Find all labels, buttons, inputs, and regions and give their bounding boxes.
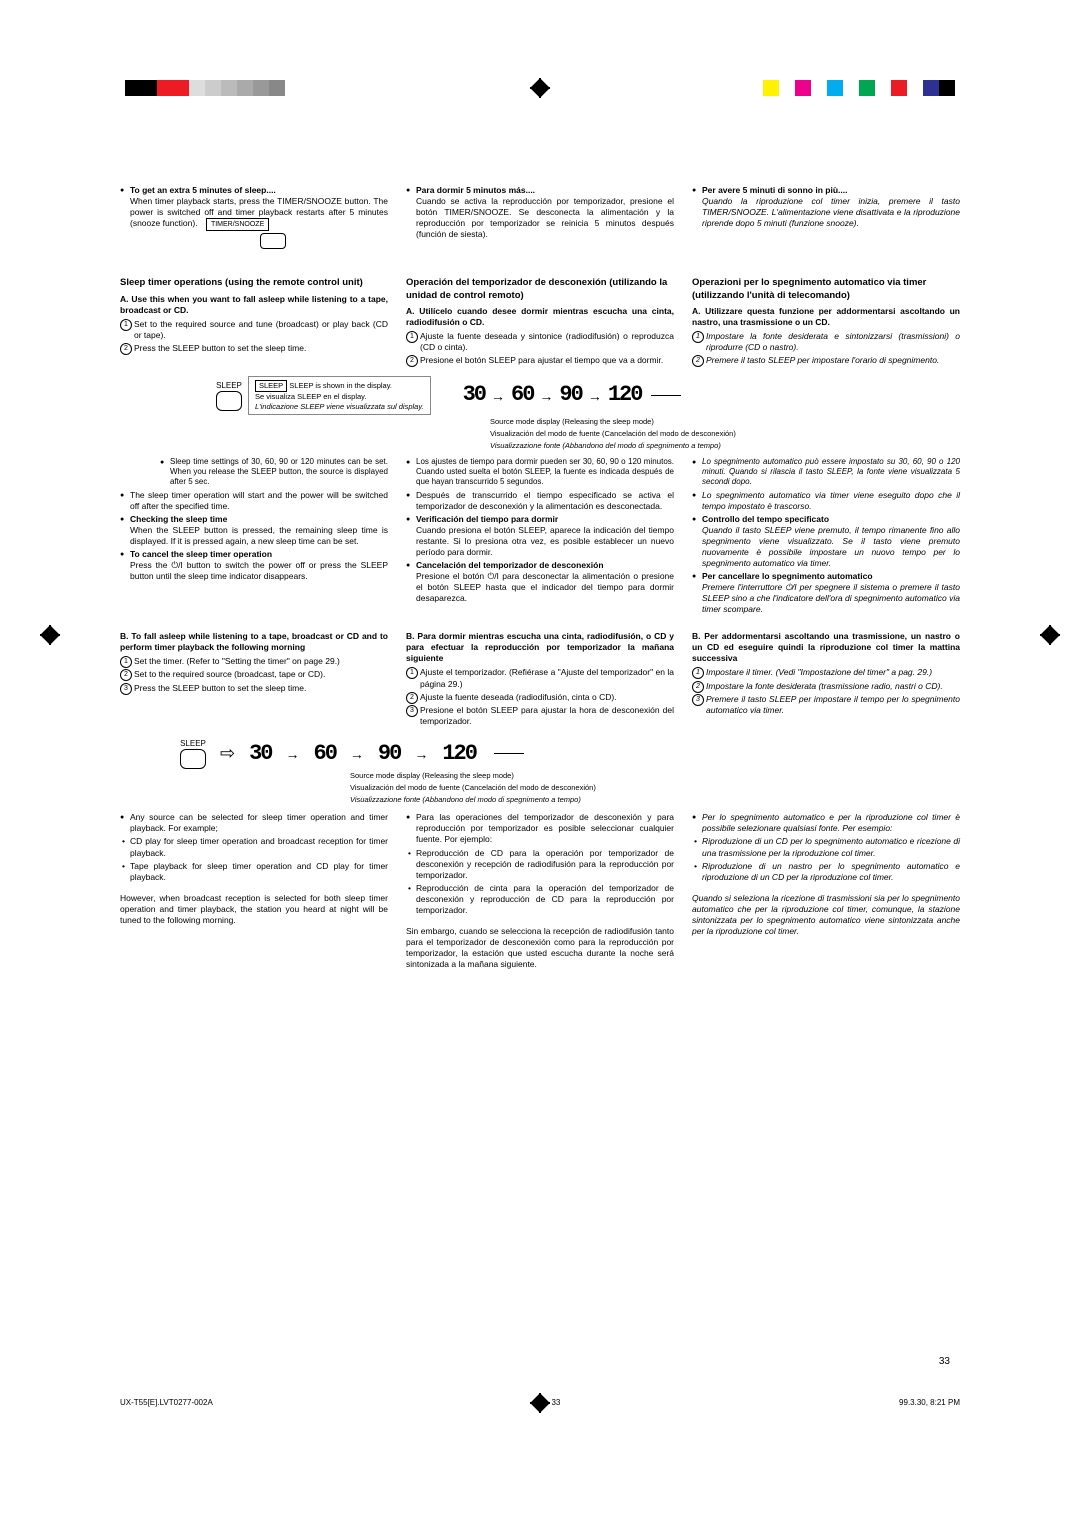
- it-a-title: A. Utilizzare questa funzione per addorm…: [692, 306, 960, 328]
- en-cancel-b: Press the ⏻/I button to switch the power…: [130, 560, 388, 581]
- en-b2: Set to the required source (broadcast, t…: [120, 669, 388, 680]
- footer-right: 99.3.30, 8:21 PM: [899, 1398, 960, 1408]
- es-src1b: Reproducción de cinta para la operación …: [406, 883, 674, 916]
- caption-it-1: Visualizzazione fonte (Abbandono del mod…: [490, 441, 960, 451]
- digit-60: 60: [511, 381, 533, 410]
- it-bul2: Lo spegnimento automatico via timer vien…: [692, 490, 960, 512]
- en-a-step2: Press the SLEEP button to set the sleep …: [120, 343, 388, 354]
- es-b3: Presione el botón SLEEP para ajustar la …: [406, 705, 674, 727]
- es-a-step1: Ajuste la fuente deseada y sintonice (ra…: [406, 331, 674, 353]
- sleep-label-2: SLEEP: [180, 739, 206, 749]
- es-src1: Para las operaciones del temporizador de…: [406, 812, 674, 845]
- it-extra-title: Per avere 5 minuti di sonno in più....: [702, 185, 847, 195]
- footer-mid: 33: [551, 1398, 560, 1408]
- es-sleep-heading: Operación del temporizador de desconexió…: [406, 277, 674, 302]
- sleep-label-1: SLEEP: [216, 381, 242, 391]
- it-cancel-t: Per cancellare lo spegnimento automatico: [702, 571, 873, 581]
- it-b2: Impostare la fonte desiderata (trasmissi…: [692, 681, 960, 692]
- es-extra-body: Cuando se activa la reproducción por tem…: [416, 196, 674, 239]
- es-b2: Ajuste la fuente deseada (radiodifusión,…: [406, 692, 674, 703]
- caption-it-2: Visualizzazione fonte (Abbandono del mod…: [350, 795, 960, 805]
- it-src1a: Riproduzione di un CD per lo spegnimento…: [692, 836, 960, 858]
- es-bul2: Después de transcurrido el tiempo especi…: [406, 490, 674, 512]
- en-bul2: The sleep timer operation will start and…: [120, 490, 388, 512]
- caption-es-2: Visualización del modo de fuente (Cancel…: [350, 783, 960, 793]
- page-number: 33: [939, 1355, 950, 1368]
- en-extra-title: To get an extra 5 minutes of sleep....: [130, 185, 276, 195]
- it-bul1: Lo spegnimento automatico può essere imp…: [692, 457, 960, 488]
- en-src1a: CD play for sleep timer operation and br…: [120, 836, 388, 858]
- es-check-t: Verificación del tiempo para dormir: [416, 514, 558, 524]
- it-a-step1: Impostare la fonte desiderata e sintoniz…: [692, 331, 960, 353]
- es-cancel-b: Presione el botón ⏻/I para desconectar l…: [416, 571, 674, 603]
- it-a-step2: Premere il tasto SLEEP per impostare l'o…: [692, 355, 960, 366]
- caption-es-1: Visualización del modo de fuente (Cancel…: [490, 429, 960, 439]
- it-check-b: Quando il tasto SLEEP viene premuto, il …: [702, 525, 960, 568]
- es-a-step2: Presione el botón SLEEP para ajustar el …: [406, 355, 674, 366]
- en-check-t: Checking the sleep time: [130, 514, 227, 524]
- it-b-title: B. Per addormentarsi ascoltando una tras…: [692, 631, 960, 664]
- es-b-title: B. Para dormir mientras escucha una cint…: [406, 631, 674, 664]
- en-b-title: B. To fall asleep while listening to a t…: [120, 631, 388, 653]
- es-extra-title: Para dormir 5 minutos más....: [416, 185, 535, 195]
- sleep-button-icon-2: [180, 749, 206, 769]
- it-b3: Premere il tasto SLEEP per impostare il …: [692, 694, 960, 716]
- it-extra-body: Quando la riproduzione col timer inizia,…: [702, 196, 960, 228]
- en-cancel-t: To cancel the sleep timer operation: [130, 549, 272, 559]
- snooze-button-icon: [260, 233, 286, 249]
- es-src1a: Reproducción de CD para la operación por…: [406, 848, 674, 881]
- red-swatch: [157, 80, 173, 96]
- es-b1: Ajuste el temporizador. (Refiérase a "Aj…: [406, 667, 674, 689]
- it-however: Quando si seleziona la ricezione di tras…: [692, 893, 960, 937]
- arrow-icon: →: [491, 387, 505, 405]
- outline-arrow-icon: ⇨: [220, 742, 235, 765]
- en-a-title: A. Use this when you want to fall asleep…: [120, 294, 388, 316]
- snooze-button-label: TIMER/SNOOZE: [206, 218, 269, 231]
- en-however: However, when broadcast reception is sel…: [120, 893, 388, 926]
- es-cancel-t: Cancelación del temporizador de desconex…: [416, 560, 604, 570]
- caption-en-2: Source mode display (Releasing the sleep…: [350, 771, 960, 781]
- it-check-t: Controllo del tempo specificato: [702, 514, 829, 524]
- en-src1b: Tape playback for sleep timer operation …: [120, 861, 388, 883]
- digit-30: 30: [463, 381, 485, 410]
- es-a-title: A. Utilícelo cuando desee dormir mientra…: [406, 306, 674, 328]
- digit-120: 120: [608, 381, 642, 410]
- caption-en-1: Source mode display (Releasing the sleep…: [490, 417, 960, 427]
- it-src1b: Riproduzione di un nastro per lo spegnim…: [692, 861, 960, 883]
- es-however: Sin embargo, cuando se selecciona la rec…: [406, 926, 674, 970]
- registration-marks-top: [0, 80, 1080, 110]
- en-b3: Press the SLEEP button to set the sleep …: [120, 683, 388, 694]
- en-a-step1: Set to the required source and tune (bro…: [120, 319, 388, 341]
- sleep-display-info: SLEEP SLEEP is shown in the display. Se …: [248, 376, 431, 415]
- sleep-button-icon: [216, 391, 242, 411]
- en-bul1: Sleep time settings of 30, 60, 90 or 120…: [160, 457, 388, 488]
- footer-left: UX-T55[E].LVT0277-002A: [120, 1398, 213, 1408]
- en-check-b: When the SLEEP button is pressed, the re…: [130, 525, 388, 546]
- it-src1: Per lo spegnimento automatico e per la r…: [692, 812, 960, 834]
- it-cancel-b: Premere l'interruttore ⏻/I per spegnere …: [702, 582, 960, 614]
- digit-90: 90: [559, 381, 581, 410]
- es-bul1: Los ajustes de tiempo para dormir pueden…: [406, 457, 674, 488]
- es-check-b: Cuando presiona el botón SLEEP, aparece …: [416, 525, 674, 557]
- it-b1: Impostare il timer. (Vedi "Impostazione …: [692, 667, 960, 678]
- en-b1: Set the timer. (Refer to "Setting the ti…: [120, 656, 388, 667]
- page-content: To get an extra 5 minutes of sleep.... W…: [120, 185, 960, 973]
- it-sleep-heading: Operazioni per lo spegnimento automatico…: [692, 277, 960, 302]
- en-sleep-heading: Sleep timer operations (using the remote…: [120, 277, 388, 289]
- en-src1: Any source can be selected for sleep tim…: [120, 812, 388, 834]
